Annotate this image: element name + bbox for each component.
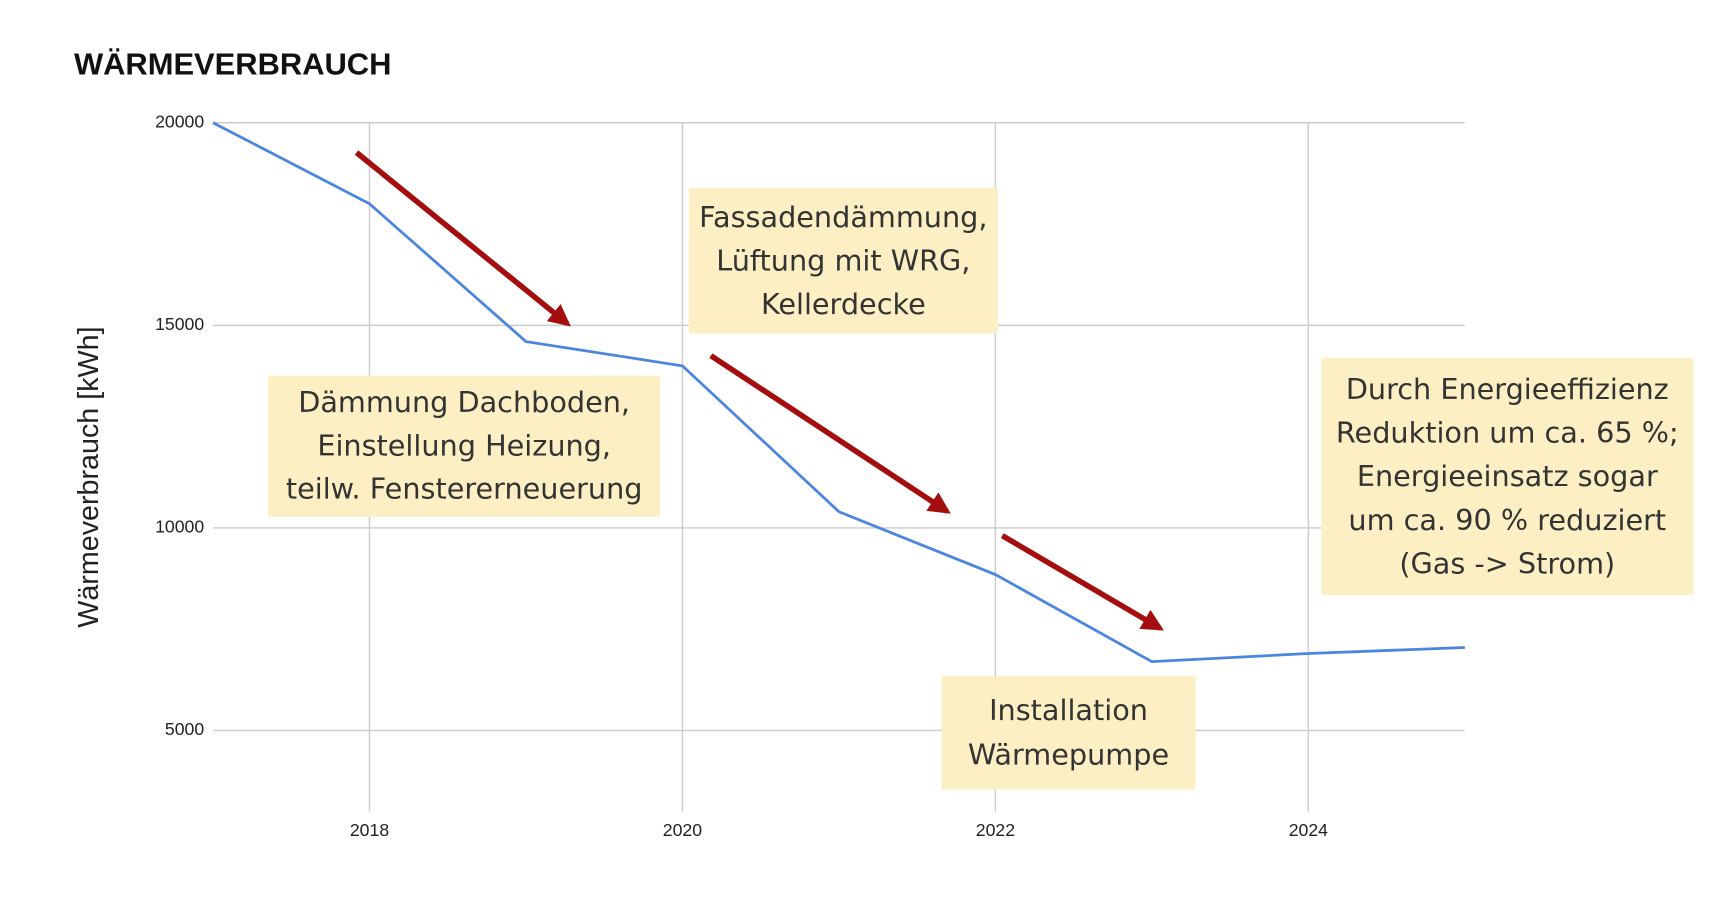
annotation-box (268, 375, 661, 517)
annotation: Fassadendämmung, Lüftung mit WRG, Kellerde… (688, 187, 998, 334)
annotation: Dämmung Dachboden, Einstellung Heizung, te… (268, 375, 661, 517)
chart-title: WÄRMEVERBRAUCH (74, 47, 391, 82)
annotation-box (1321, 357, 1694, 596)
x-tick-label: 2018 (350, 820, 389, 840)
annotation-box (688, 187, 998, 334)
annotation-text: teilw. Fenstererneuerung (286, 471, 643, 505)
y-axis-label: Wärmeverbrauch [kWh] (73, 326, 105, 627)
annotation-text: Fassadendämmung, (699, 200, 987, 234)
annotation-text: Energieeinsatz sogar (1357, 459, 1658, 493)
annotation-text: um ca. 90 % reduziert (1348, 503, 1666, 537)
annotation-text: Einstellung Heizung, (317, 428, 611, 462)
arrows (354, 150, 1164, 631)
annotation-text: (Gas -> Strom) (1399, 546, 1615, 580)
annotation-text: Durch Energieeffizienz (1346, 372, 1669, 406)
annotation-text: Wärmepumpe (968, 737, 1169, 771)
x-tick-label: 2020 (663, 820, 702, 840)
y-tick-label: 20000 (155, 111, 204, 131)
y-tick-label: 5000 (165, 719, 204, 739)
arrow (354, 150, 571, 327)
y-tick-label: 15000 (155, 314, 204, 334)
y-tick-label: 10000 (155, 517, 204, 537)
x-tick-label: 2024 (1289, 820, 1328, 840)
annotation: Durch Energieeffizienz Reduktion um ca. 6… (1321, 357, 1694, 596)
data-line (212, 121, 1465, 664)
annotation-text: Reduktion um ca. 65 %; (1336, 416, 1679, 450)
arrow (1000, 533, 1164, 631)
x-tick-label: 2022 (976, 820, 1015, 840)
annotation-text: Installation (989, 693, 1148, 727)
annotation-text: Dämmung Dachboden, (298, 385, 630, 419)
arrow (709, 353, 951, 514)
annotation-box (941, 675, 1196, 790)
annotation: Installation Wärmepumpe (941, 675, 1196, 790)
annotation-text: Kellerdecke (761, 287, 926, 321)
annotation-text: Lüftung mit WRG, (716, 243, 970, 277)
